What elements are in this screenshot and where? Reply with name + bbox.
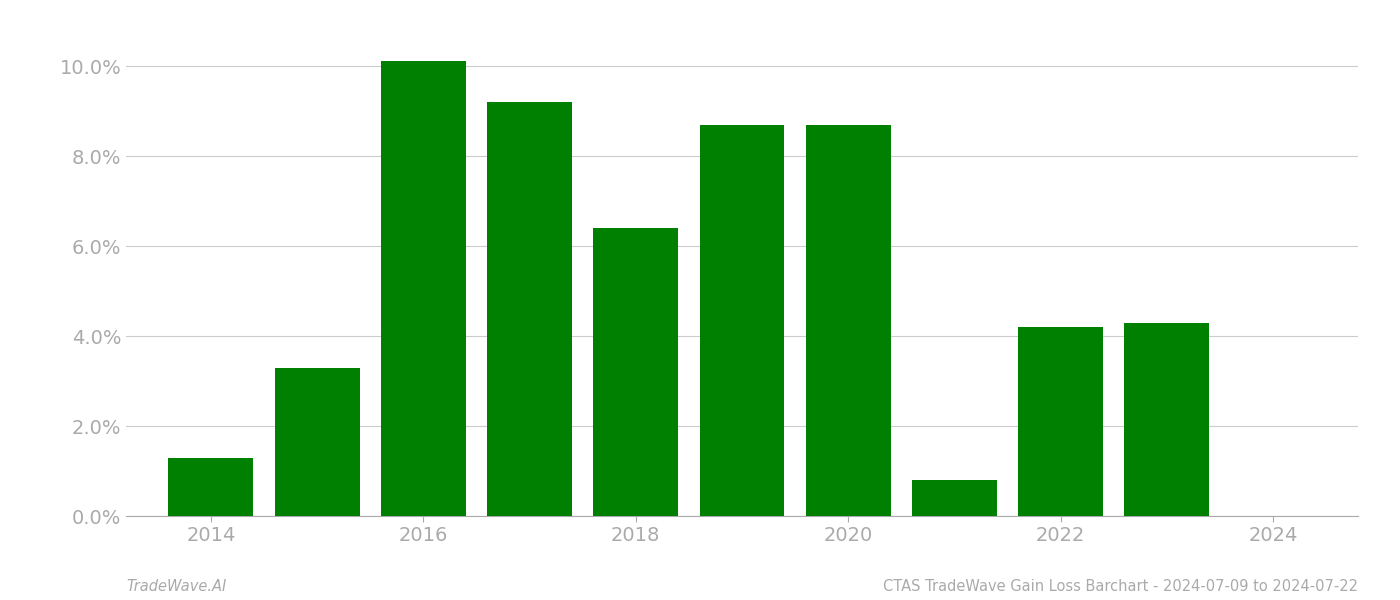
Bar <box>1018 327 1103 516</box>
Text: CTAS TradeWave Gain Loss Barchart - 2024-07-09 to 2024-07-22: CTAS TradeWave Gain Loss Barchart - 2024… <box>883 579 1358 594</box>
Bar <box>168 457 253 516</box>
Bar <box>700 124 784 516</box>
Text: TradeWave.AI: TradeWave.AI <box>126 579 227 594</box>
Bar <box>1124 323 1210 516</box>
Bar <box>274 367 360 516</box>
Bar <box>487 102 573 516</box>
Bar <box>806 124 890 516</box>
Bar <box>594 228 678 516</box>
Bar <box>911 480 997 516</box>
Bar <box>381 61 466 516</box>
